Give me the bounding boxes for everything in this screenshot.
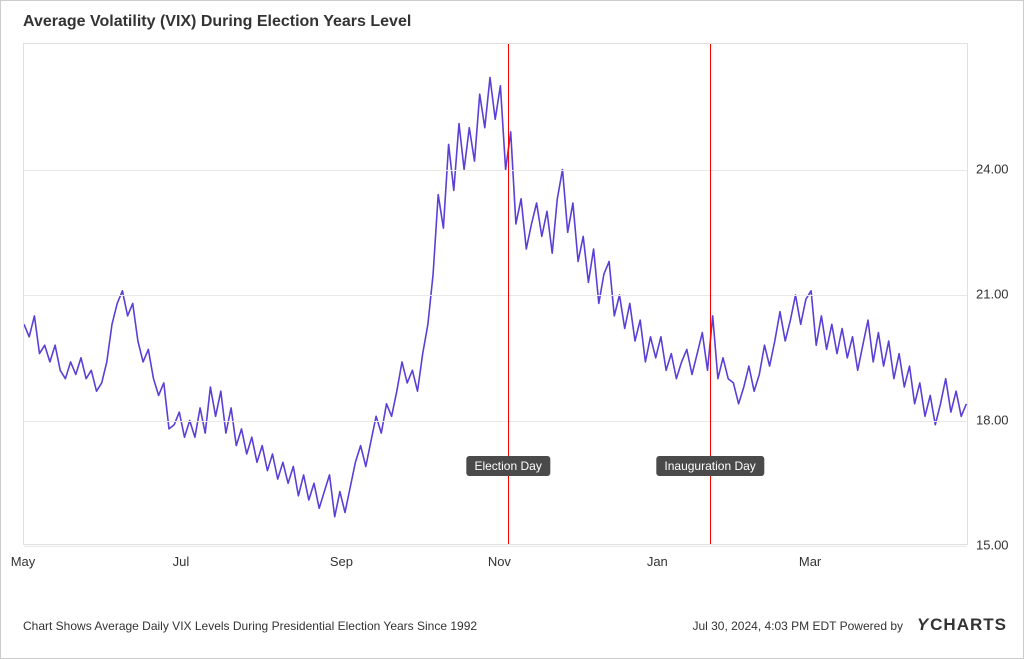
x-tick-label: May (11, 554, 36, 569)
election-day-label: Election Day (466, 456, 549, 476)
x-tick-label: Jan (647, 554, 668, 569)
inauguration-day-label: Inauguration Day (656, 456, 763, 476)
vix-line (24, 78, 966, 517)
y-tick-label: 21.00 (976, 287, 1020, 302)
timestamp-label: Jul 30, 2024, 4:03 PM EDT Powered by (692, 619, 903, 633)
x-axis: MayJulSepNovJanMar (23, 554, 968, 574)
gridline (24, 170, 967, 171)
x-tick-label: Nov (488, 554, 511, 569)
y-axis: 15.0018.0021.0024.00 (976, 43, 1020, 545)
gridline (24, 295, 967, 296)
y-tick-label: 18.00 (976, 412, 1020, 427)
x-tick-label: Mar (799, 554, 821, 569)
chart-subtitle: Chart Shows Average Daily VIX Levels Dur… (23, 619, 477, 633)
gridline (24, 546, 967, 547)
y-tick-label: 15.00 (976, 538, 1020, 553)
x-tick-label: Sep (330, 554, 353, 569)
brand-text: CHARTS (930, 615, 1007, 635)
ycharts-logo: Y CHARTS (917, 615, 1007, 635)
y-tick-label: 24.00 (976, 161, 1020, 176)
brand-y-icon: Y (917, 615, 929, 635)
chart-container: Average Volatility (VIX) During Election… (0, 0, 1024, 659)
gridline (24, 421, 967, 422)
plot-area: Election Day Inauguration Day (23, 43, 968, 545)
x-tick-label: Jul (173, 554, 190, 569)
chart-title: Average Volatility (VIX) During Election… (23, 13, 411, 31)
